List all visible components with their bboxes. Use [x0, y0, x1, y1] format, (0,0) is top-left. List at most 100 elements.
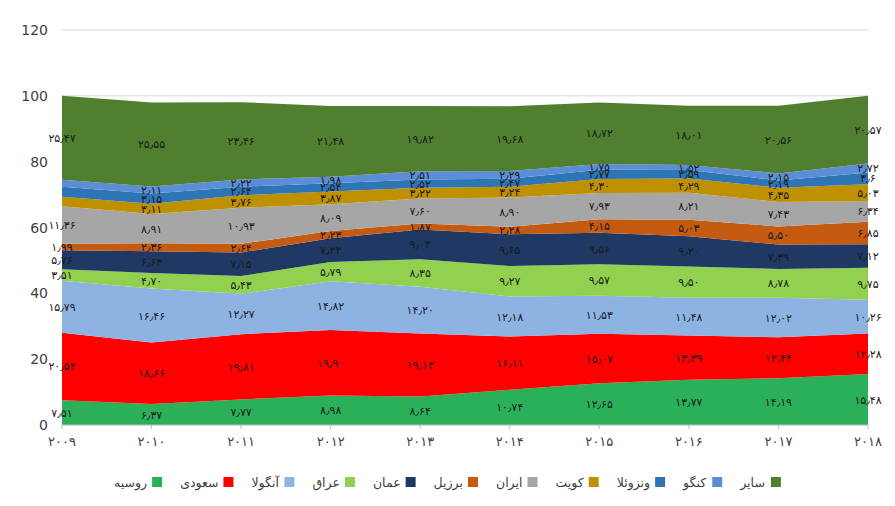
x-tick	[330, 425, 331, 429]
x-tick	[420, 425, 421, 429]
x-tick-label: ۲۰۱۱	[227, 434, 255, 449]
data-label: ۱۹٫۶۸	[496, 133, 523, 146]
background	[0, 0, 895, 506]
data-label: ۱۰٫۹۳	[228, 220, 255, 233]
data-label: ۲۰٫۵۴	[48, 360, 75, 373]
data-label: ۷٫۱۲	[857, 250, 878, 263]
data-label: ۴٫۷۰	[141, 275, 162, 288]
data-label: ۶٫۸۵	[857, 227, 878, 240]
x-tick	[778, 425, 779, 429]
x-tick-label: ۲۰۱۴	[496, 434, 524, 449]
legend-label: سایر	[739, 475, 765, 491]
data-label: ۷٫۴۳	[768, 208, 789, 221]
data-label: ۲۵٫۵۵	[138, 138, 165, 151]
data-label: ۲۰٫۵۷	[854, 124, 881, 137]
y-tick-label: 100	[21, 88, 48, 104]
legend-swatch	[223, 477, 233, 487]
data-label: ۹٫۷۵	[857, 278, 878, 291]
data-label: ۲٫۷۲	[857, 162, 878, 175]
x-tick-label: ۲۰۱۷	[764, 434, 792, 449]
data-label: ۱۴٫۱۹	[765, 396, 792, 409]
data-label: ۲٫۲۸	[499, 224, 520, 237]
legend-label: سعودی	[180, 475, 218, 491]
data-label: ۸٫۷۸	[768, 277, 789, 290]
data-label: ۱۱٫۴۸	[675, 311, 702, 324]
x-tick	[868, 425, 869, 429]
x-axis	[62, 425, 868, 426]
data-label: ۷٫۶۰	[410, 205, 431, 218]
legend-swatch	[528, 477, 538, 487]
data-label: ۱۱٫۳۶	[48, 219, 75, 232]
data-label: ۱۹٫۸۲	[407, 133, 434, 146]
data-label: ۸٫۹۸	[320, 404, 341, 417]
data-label: ۱۴٫۸۲	[317, 300, 344, 313]
data-label: ۱۸٫۶۶	[138, 367, 165, 380]
data-label: ۲٫۶۴	[230, 242, 251, 255]
x-tick-label: ۲۰۱۵	[585, 434, 613, 449]
x-tick	[688, 425, 689, 429]
area	[62, 96, 868, 187]
data-label: ۱٫۵۲	[678, 162, 699, 175]
legend-swatch	[468, 477, 478, 487]
data-label: ۵٫۰۳	[857, 187, 878, 200]
data-label: ۱۸٫۷۲	[586, 127, 613, 140]
area	[62, 330, 868, 404]
data-label: ۱٫۷۵	[589, 161, 610, 174]
data-label: ۱۴٫۲۰	[407, 304, 434, 317]
data-label: ۵٫۰۳	[678, 222, 699, 235]
x-tick	[241, 425, 242, 429]
data-label: ۱۹٫۱۳	[407, 359, 434, 372]
areas	[62, 96, 868, 425]
data-label: ۱۶٫۱۱	[496, 357, 523, 370]
legend-label: ونزوئلا	[617, 475, 650, 491]
data-label: ۱۰٫۲۶	[854, 311, 881, 324]
legend: روسیهسعودیآنگولاعراقعمانبرزیلایرانکویتون…	[114, 475, 781, 491]
data-label: ۷٫۷۷	[230, 406, 251, 419]
grid-line	[62, 425, 868, 426]
data-label: ۵٫۵۰	[768, 229, 789, 242]
data-label: ۵٫۴۳	[230, 279, 251, 292]
data-label: ۱۸٫۰۱	[675, 129, 702, 142]
grid	[62, 30, 868, 425]
data-label: ۶٫۳۷	[141, 409, 162, 422]
data-label: ۷٫۱۵	[230, 258, 251, 271]
x-tick-label: ۲۰۱۰	[138, 434, 166, 449]
legend-swatch	[655, 477, 665, 487]
data-label: ۴٫۲۹	[678, 180, 699, 193]
data-label: ۶٫۳۴	[857, 205, 878, 218]
data-label: ۱۲٫۲۸	[854, 348, 881, 361]
data-label: ۱۲٫۲۷	[228, 308, 255, 321]
data-label: ۱٫۹۹	[51, 241, 72, 254]
data-label: ۱۹٫۸۱	[228, 361, 255, 374]
data-label: ۲٫۲۹	[499, 169, 520, 182]
legend-label: عمان	[373, 475, 401, 490]
y-tick-label: 40	[30, 285, 48, 301]
legend-swatch	[284, 477, 294, 487]
data-label: ۸٫۳۵	[410, 267, 431, 280]
data-label: ۱۹٫۹۰	[317, 357, 344, 370]
data-label: ۱۶٫۴۶	[138, 310, 165, 323]
data-label: ۹٫۰۴	[410, 238, 431, 251]
data-label: ۹٫۵۷	[589, 274, 610, 287]
data-label: ۲۰٫۵۶	[765, 134, 792, 147]
x-tick-label: ۲۰۱۸	[854, 434, 882, 449]
legend-swatch	[712, 477, 722, 487]
data-label: ۴٫۱۵	[589, 220, 610, 233]
data-label: ۹٫۶۵	[499, 244, 520, 257]
data-label: ۱۲٫۶۵	[586, 398, 613, 411]
data-label: ۱۲٫۴۴	[765, 352, 792, 365]
data-label: ۷٫۳۹	[768, 251, 789, 264]
data-label: ۹٫۵۰	[678, 276, 699, 289]
data-label: ۸٫۹۱	[141, 223, 162, 236]
data-label: ۷٫۹۳	[589, 200, 610, 213]
legend-label: روسیه	[114, 475, 147, 491]
legend-swatch	[406, 477, 416, 487]
legend-swatch	[771, 477, 781, 487]
x-tick	[599, 425, 600, 429]
x-tick	[151, 425, 152, 429]
data-label: ۳٫۵۱	[51, 269, 72, 282]
data-label: ۲٫۱۵	[768, 171, 789, 184]
data-label: ۸٫۲۱	[678, 200, 699, 213]
chart: 020406080100120۷٫۵۱۶٫۳۷۷٫۷۷۸٫۹۸۸٫۶۴۱۰٫۷۴…	[0, 0, 895, 506]
data-label: ۱٫۹۸	[320, 174, 341, 187]
